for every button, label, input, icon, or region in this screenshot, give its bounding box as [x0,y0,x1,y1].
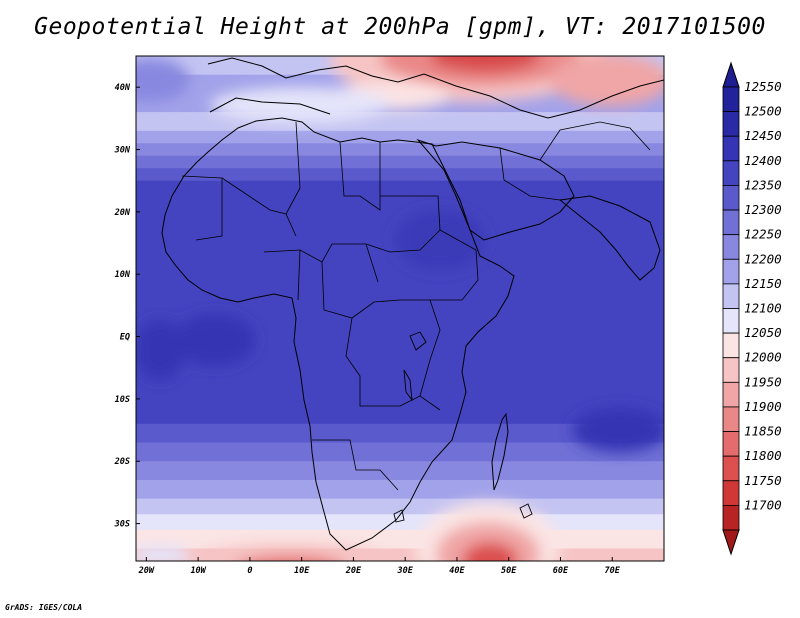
colorbar-label: 12300 [744,202,782,217]
colorbar-label: 12400 [744,153,782,168]
colorbar-label: 12000 [744,350,782,365]
colorbar-swatch [722,504,740,531]
x-tick-label: 0 [247,566,252,576]
colorbar-label: 12350 [744,177,782,192]
colorbar-swatch [722,431,740,457]
colorbar-label: 12550 [744,79,782,94]
colorbar-label: 11700 [744,497,782,512]
y-tick-label: 30S [114,520,130,530]
colorbar-label: 11850 [744,424,782,439]
colorbar-label: 12050 [744,325,782,340]
colorbar-swatch [722,308,740,334]
x-tick-label: 20W [138,566,155,576]
colorbar-label: 12200 [744,251,782,266]
colorbar-label: 11900 [744,399,782,414]
colorbar-swatch [722,332,740,359]
colorbar-swatch [722,86,740,113]
colorbar-swatch [722,209,740,236]
x-tick-label: 10E [294,566,310,576]
colorbar: 12550 12500 12450 12400 12350 12300 12250 12200… [722,61,782,556]
colorbar-swatch [722,480,740,506]
x-tick-label: 10W [190,566,206,576]
colorbar-swatch [722,406,740,432]
colorbar-swatch [722,160,740,186]
colorbar-label: 11800 [744,448,782,463]
y-tick-label: 20S [114,457,130,467]
x-tick-label: 60E [553,566,569,576]
colorbar-label: 11950 [744,374,782,389]
y-tick-label: 30N [114,146,131,156]
y-tick-label: 10S [115,395,130,405]
colorbar-swatch [722,381,740,408]
height-field [136,56,664,561]
colorbar-label: 12250 [744,227,782,242]
x-tick-label: 50E [501,566,517,576]
colorbar-swatch [722,185,740,211]
colorbar-swatch [722,135,740,162]
map-axes: 20W 10W 0 10E 20E 30E 40E 50E 60E 70E 40N 30N 20N 10N… [114,83,621,576]
colorbar-swatch [722,111,740,137]
colorbar-label: 12450 [744,128,782,143]
colorbar-label: 11750 [744,473,782,488]
x-tick-label: 70E [605,566,621,576]
country-borders [181,121,651,491]
colorbar-swatch [722,455,740,482]
latitude-bands [136,56,664,561]
x-tick-label: 20E [345,566,362,576]
y-tick-label: 20N [114,208,131,218]
colorbar-swatch [722,357,740,383]
colorbar-label: 12150 [744,276,782,291]
lakes-islands [393,331,533,523]
colorbar-swatch [722,234,740,260]
colorbar-label: 12500 [744,104,782,119]
map-title: Geopotential Height at 200hPa [gpm], VT:… [34,14,766,40]
map-frame [135,55,665,562]
colorbar-bottom-arrow [722,529,740,556]
y-tick-label: 10N [115,270,131,280]
colorbar-top-arrow [722,61,740,88]
x-tick-label: 30E [396,566,413,576]
grads-credit: GrADS: IGES/COLA [5,603,83,612]
colorbar-label: 12100 [744,301,782,316]
field-anomalies [136,56,664,561]
y-tick-label: EQ [120,333,130,343]
coastlines [161,57,664,551]
colorbar-swatch [722,258,740,285]
colorbar-swatch [722,283,740,309]
y-tick-label: 40N [115,83,131,93]
x-tick-label: 40E [449,566,465,576]
